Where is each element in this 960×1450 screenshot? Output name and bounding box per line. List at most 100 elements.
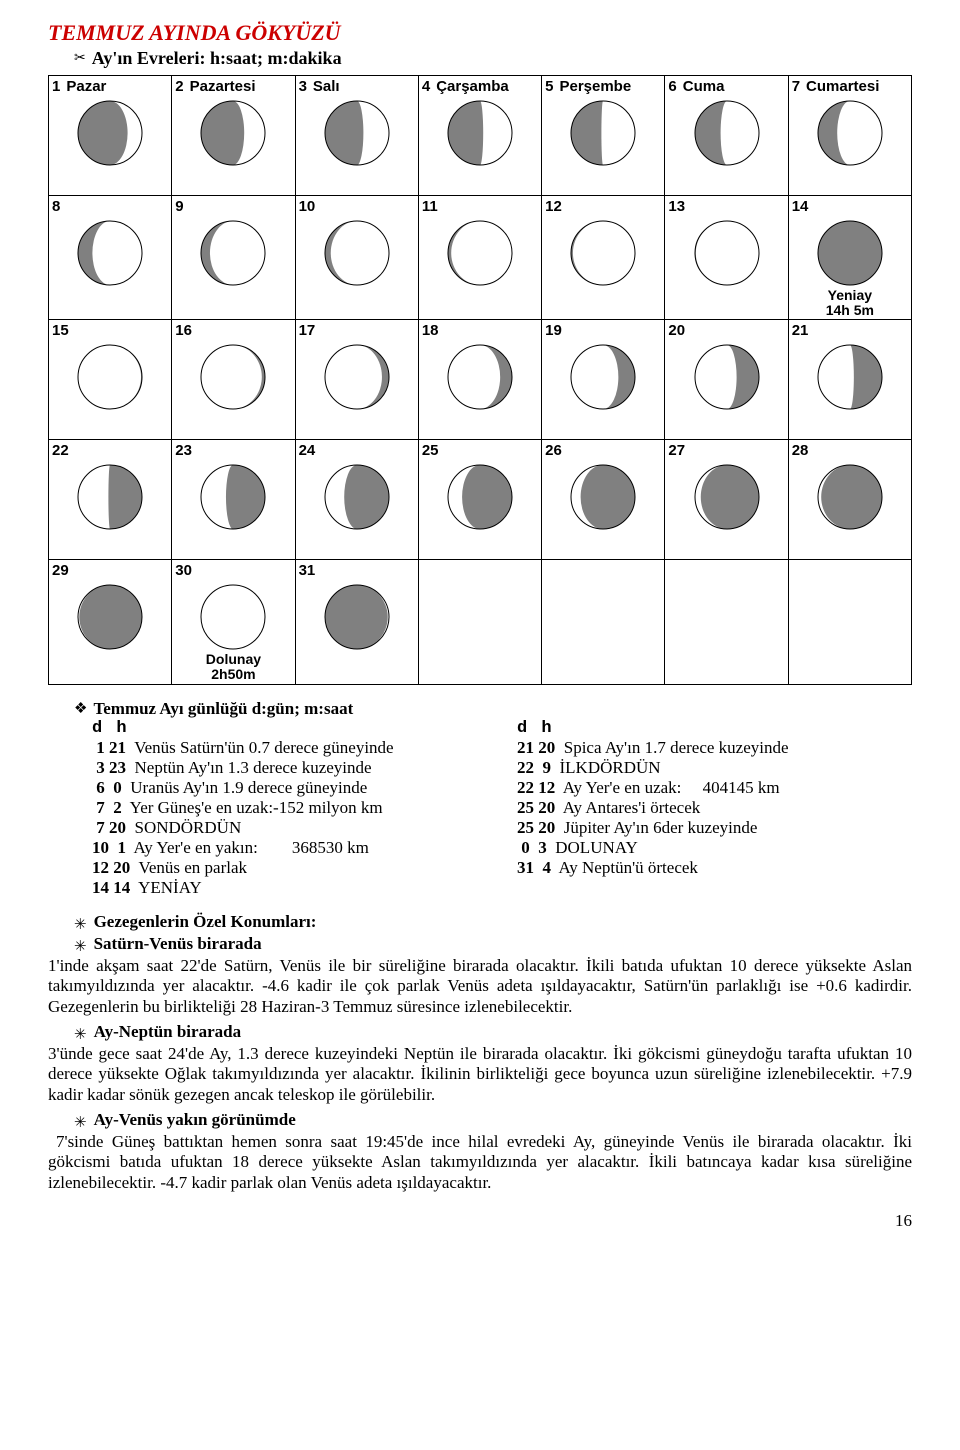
cell-number: 5 <box>545 78 553 95</box>
moon-icon <box>545 463 661 531</box>
asterisk-icon: ✳ <box>74 1113 87 1132</box>
calendar-cell: 7Cumartesi <box>788 76 911 196</box>
calendar-cell: 30 Dolunay2h50m <box>172 560 295 684</box>
section-title: Ay-Neptün birarada <box>94 1022 242 1042</box>
moon-icon <box>299 583 415 651</box>
log-col-head-left: d h <box>92 719 487 738</box>
cell-number: 4 <box>422 78 430 95</box>
subtitle-text: Ay'ın Evreleri: h:saat; m:dakika <box>92 48 342 69</box>
calendar-cell: 4Çarşamba <box>418 76 541 196</box>
cell-number: 27 <box>668 442 685 459</box>
cell-number: 16 <box>175 322 192 339</box>
moon-icon <box>668 343 784 411</box>
moon-icon <box>299 343 415 411</box>
cell-dayname: Salı <box>313 78 340 95</box>
moon-icon <box>422 343 538 411</box>
log-col-head-right: d h <box>517 719 912 738</box>
asterisk-icon: ✳ <box>74 1025 87 1044</box>
asterisk-icon: ✳ <box>74 915 87 934</box>
moon-icon <box>52 343 168 411</box>
cell-number: 13 <box>668 198 685 215</box>
sections-main-title: Gezegenlerin Özel Konumları: <box>94 912 317 932</box>
cell-number: 14 <box>792 198 809 215</box>
section-title: Satürn-Venüs birarada <box>94 934 262 954</box>
log-header: Temmuz Ayı günlüğü d:gün; m:saat <box>93 699 353 719</box>
calendar-cell: 8 <box>49 196 172 320</box>
cell-number: 10 <box>299 198 316 215</box>
cell-number: 30 <box>175 562 192 579</box>
cell-number: 20 <box>668 322 685 339</box>
moon-icon <box>792 219 908 287</box>
moon-icon <box>299 219 415 287</box>
moon-icon <box>792 99 908 167</box>
calendar-cell: 22 <box>49 440 172 560</box>
log-columns: d h 1 21 Venüs Satürn'ün 0.7 derece güne… <box>48 719 912 898</box>
calendar-cell: 1Pazar <box>49 76 172 196</box>
section-title: Ay-Venüs yakın görünümde <box>94 1110 296 1130</box>
calendar-cell: 15 <box>49 320 172 440</box>
cell-number: 19 <box>545 322 562 339</box>
section-head: ✳ Ay-Venüs yakın görünümde <box>48 1110 912 1132</box>
log-line: 25 20 Jüpiter Ay'ın 6der kuzeyinde <box>517 818 912 838</box>
moon-icon <box>545 343 661 411</box>
calendar-cell: 21 <box>788 320 911 440</box>
calendar-cell: 2Pazartesi <box>172 76 295 196</box>
cell-number: 11 <box>422 198 438 215</box>
cell-number: 22 <box>52 442 69 459</box>
calendar-cell: 9 <box>172 196 295 320</box>
calendar-cell: 3 Salı <box>295 76 418 196</box>
log-line: 6 0 Uranüs Ay'ın 1.9 derece güneyinde <box>92 778 487 798</box>
calendar-cell: 12 <box>542 196 665 320</box>
calendar-cell: 17 <box>295 320 418 440</box>
moon-icon <box>668 219 784 287</box>
moon-icon <box>422 219 538 287</box>
log-line: 7 20 SONDÖRDÜN <box>92 818 487 838</box>
sections-main-head: ✳ Gezegenlerin Özel Konumları: <box>48 912 912 934</box>
diamond-icon: ❖ <box>74 699 87 718</box>
calendar-cell: 20 <box>665 320 788 440</box>
section-body: 1'inde akşam saat 22'de Satürn, Venüs il… <box>48 956 912 1017</box>
calendar-cell-empty <box>418 560 541 684</box>
section-head: ✳ Ay-Neptün birarada <box>48 1022 912 1044</box>
moon-icon <box>299 99 415 167</box>
cell-number: 28 <box>792 442 809 459</box>
moon-icon <box>668 99 784 167</box>
cell-number: 2 <box>175 78 183 95</box>
cell-number: 29 <box>52 562 69 579</box>
calendar-cell: 14Yeniay14h 5m <box>788 196 911 320</box>
calendar-cell-empty <box>665 560 788 684</box>
cell-number: 3 <box>299 78 307 95</box>
log-line: 12 20 Venüs en parlak <box>92 858 487 878</box>
moon-icon <box>422 463 538 531</box>
cell-caption: Dolunay2h50m <box>175 652 291 681</box>
log-header-row: ❖ Temmuz Ayı günlüğü d:gün; m:saat <box>48 699 912 719</box>
log-line: 3 23 Neptün Ay'ın 1.3 derece kuzeyinde <box>92 758 487 778</box>
log-line: 1 21 Venüs Satürn'ün 0.7 derece güneyind… <box>92 738 487 758</box>
sections-container: ✳Satürn-Venüs birarada1'inde akşam saat … <box>48 934 912 1194</box>
calendar-cell: 18 <box>418 320 541 440</box>
bullet-icon: ✂ <box>74 50 86 67</box>
cell-number: 17 <box>299 322 316 339</box>
section-head: ✳Satürn-Venüs birarada <box>48 934 912 956</box>
cell-dayname: Cuma <box>683 78 725 95</box>
moon-icon <box>668 463 784 531</box>
cell-number: 15 <box>52 322 69 339</box>
moon-icon <box>175 583 291 651</box>
calendar-cell: 10 <box>295 196 418 320</box>
cell-number: 9 <box>175 198 183 215</box>
moon-icon <box>175 463 291 531</box>
cell-number: 18 <box>422 322 439 339</box>
cell-number: 8 <box>52 198 60 215</box>
moon-icon <box>792 343 908 411</box>
moon-icon <box>175 219 291 287</box>
calendar-cell: 29 <box>49 560 172 684</box>
calendar-cell: 23 <box>172 440 295 560</box>
page-number: 16 <box>48 1211 912 1231</box>
cell-number: 6 <box>668 78 676 95</box>
moon-icon <box>792 463 908 531</box>
log-line: 22 9 İLKDÖRDÜN <box>517 758 912 778</box>
calendar-cell-empty <box>788 560 911 684</box>
cell-number: 24 <box>299 442 316 459</box>
moon-icon <box>52 583 168 651</box>
log-right-column: d h 21 20 Spica Ay'ın 1.7 derece kuzeyin… <box>517 719 912 898</box>
